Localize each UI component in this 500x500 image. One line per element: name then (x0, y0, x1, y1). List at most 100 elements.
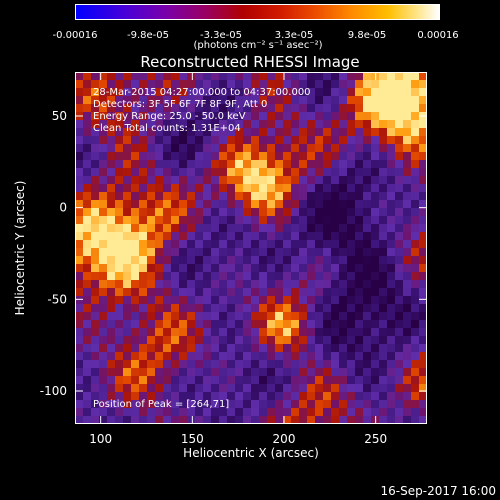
heatmap-cell (123, 328, 132, 337)
heatmap-cell (323, 232, 332, 241)
heatmap-cell (347, 216, 356, 225)
heatmap-cell (323, 72, 332, 81)
heatmap-cell (235, 216, 244, 225)
heatmap-cell (395, 416, 404, 424)
heatmap-cell (243, 72, 252, 81)
heatmap-cell (283, 216, 292, 225)
heatmap-cell (419, 392, 427, 401)
heatmap-cell (363, 288, 372, 297)
heatmap-cell (339, 104, 348, 113)
heatmap-cell (275, 368, 284, 377)
heatmap-cell (91, 256, 100, 265)
heatmap-cell (307, 112, 316, 121)
heatmap-cell (115, 392, 124, 401)
heatmap-cell (355, 280, 364, 289)
heatmap-cell (403, 112, 412, 121)
heatmap-cell (75, 168, 84, 177)
heatmap-cell (99, 208, 108, 217)
y-tick-label: 50 (52, 109, 67, 123)
heatmap-cell (307, 352, 316, 361)
heatmap-cell (251, 184, 260, 193)
heatmap-cell (419, 288, 427, 297)
heatmap-cell (363, 136, 372, 145)
heatmap-cell (387, 240, 396, 249)
heatmap-cell (267, 216, 276, 225)
heatmap-cell (363, 400, 372, 409)
heatmap-cell (331, 416, 340, 424)
heatmap-cell (411, 160, 420, 169)
heatmap-cell (387, 128, 396, 137)
heatmap-cell (91, 384, 100, 393)
heatmap-cell (171, 352, 180, 361)
heatmap-cell (267, 376, 276, 385)
heatmap-cell (307, 224, 316, 233)
heatmap-cell (235, 136, 244, 145)
heatmap-cell (387, 264, 396, 273)
heatmap-cell (235, 192, 244, 201)
heatmap-cell (371, 312, 380, 321)
heatmap-cell (315, 256, 324, 265)
heatmap-cell (139, 400, 148, 409)
heatmap-cell (411, 240, 420, 249)
heatmap-cell (339, 256, 348, 265)
heatmap-cell (123, 160, 132, 169)
heatmap-cell (283, 72, 292, 81)
heatmap-cell (387, 336, 396, 345)
heatmap-cell (331, 280, 340, 289)
heatmap-cell (379, 208, 388, 217)
heatmap-cell (91, 80, 100, 89)
heatmap-cell (291, 376, 300, 385)
heatmap-cell (419, 344, 427, 353)
heatmap-cell (347, 256, 356, 265)
heatmap-cell (307, 408, 316, 417)
heatmap-cell (339, 280, 348, 289)
heatmap-cell (267, 80, 276, 89)
heatmap-cell (379, 152, 388, 161)
heatmap-cell (395, 288, 404, 297)
heatmap-cell (123, 128, 132, 137)
heatmap-cell (315, 192, 324, 201)
heatmap-cell (75, 72, 84, 81)
heatmap-cell (355, 264, 364, 273)
heatmap-cell (147, 384, 156, 393)
heatmap-cell (171, 360, 180, 369)
heatmap-cell (91, 376, 100, 385)
heatmap-cell (91, 272, 100, 281)
heatmap-cell (139, 208, 148, 217)
heatmap-cell (363, 72, 372, 81)
heatmap-cell (411, 176, 420, 185)
heatmap-cell (115, 136, 124, 145)
colorbar (75, 4, 440, 20)
heatmap-cell (75, 144, 84, 153)
heatmap-cell (171, 384, 180, 393)
heatmap-cell (291, 128, 300, 137)
heatmap-cell (379, 248, 388, 257)
heatmap-cell (395, 80, 404, 89)
heatmap-cell (107, 224, 116, 233)
heatmap-cell (187, 208, 196, 217)
heatmap-cell (139, 376, 148, 385)
heatmap-cell (395, 320, 404, 329)
heatmap-cell (411, 120, 420, 129)
heatmap-cell (379, 328, 388, 337)
heatmap-cell (227, 272, 236, 281)
heatmap-cell (131, 248, 140, 257)
heatmap-cell (219, 336, 228, 345)
heatmap-cell (379, 192, 388, 201)
heatmap-cell (187, 352, 196, 361)
heatmap-cell (219, 416, 228, 424)
heatmap-cell (139, 416, 148, 424)
heatmap-cell (211, 408, 220, 417)
heatmap-cell (395, 176, 404, 185)
heatmap-cell (363, 120, 372, 129)
heatmap-cell (123, 288, 132, 297)
heatmap-cell (299, 128, 308, 137)
heatmap-cell (83, 312, 92, 321)
heatmap-cell (291, 344, 300, 353)
heatmap-cell (331, 232, 340, 241)
heatmap-cell (99, 72, 108, 81)
heatmap-cell (283, 256, 292, 265)
heatmap-cell (387, 408, 396, 417)
heatmap-cell (379, 168, 388, 177)
heatmap-cell (123, 80, 132, 89)
